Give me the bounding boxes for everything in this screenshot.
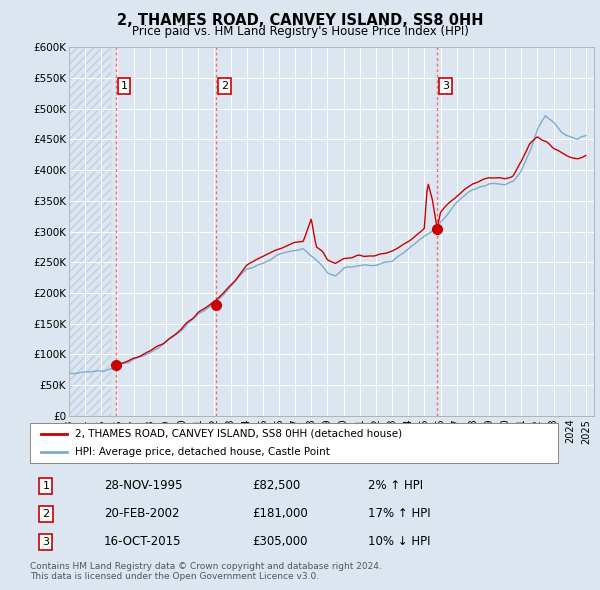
Text: Price paid vs. HM Land Registry's House Price Index (HPI): Price paid vs. HM Land Registry's House … xyxy=(131,25,469,38)
Text: 2: 2 xyxy=(221,81,228,91)
Text: 17% ↑ HPI: 17% ↑ HPI xyxy=(368,507,431,520)
Text: 10% ↓ HPI: 10% ↓ HPI xyxy=(368,535,430,548)
Text: 1: 1 xyxy=(121,81,128,91)
Text: 16-OCT-2015: 16-OCT-2015 xyxy=(104,535,181,548)
Text: Contains HM Land Registry data © Crown copyright and database right 2024.
This d: Contains HM Land Registry data © Crown c… xyxy=(30,562,382,581)
Text: £305,000: £305,000 xyxy=(252,535,307,548)
Text: 1: 1 xyxy=(43,481,49,491)
Text: 2% ↑ HPI: 2% ↑ HPI xyxy=(368,480,423,493)
Text: 3: 3 xyxy=(442,81,449,91)
Text: 2, THAMES ROAD, CANVEY ISLAND, SS8 0HH: 2, THAMES ROAD, CANVEY ISLAND, SS8 0HH xyxy=(117,13,483,28)
Text: 3: 3 xyxy=(43,537,49,547)
Text: £181,000: £181,000 xyxy=(252,507,308,520)
Text: HPI: Average price, detached house, Castle Point: HPI: Average price, detached house, Cast… xyxy=(75,447,330,457)
Text: £82,500: £82,500 xyxy=(252,480,300,493)
Text: 2: 2 xyxy=(42,509,49,519)
Text: 2, THAMES ROAD, CANVEY ISLAND, SS8 0HH (detached house): 2, THAMES ROAD, CANVEY ISLAND, SS8 0HH (… xyxy=(75,429,402,439)
Text: 28-NOV-1995: 28-NOV-1995 xyxy=(104,480,182,493)
Text: 20-FEB-2002: 20-FEB-2002 xyxy=(104,507,179,520)
